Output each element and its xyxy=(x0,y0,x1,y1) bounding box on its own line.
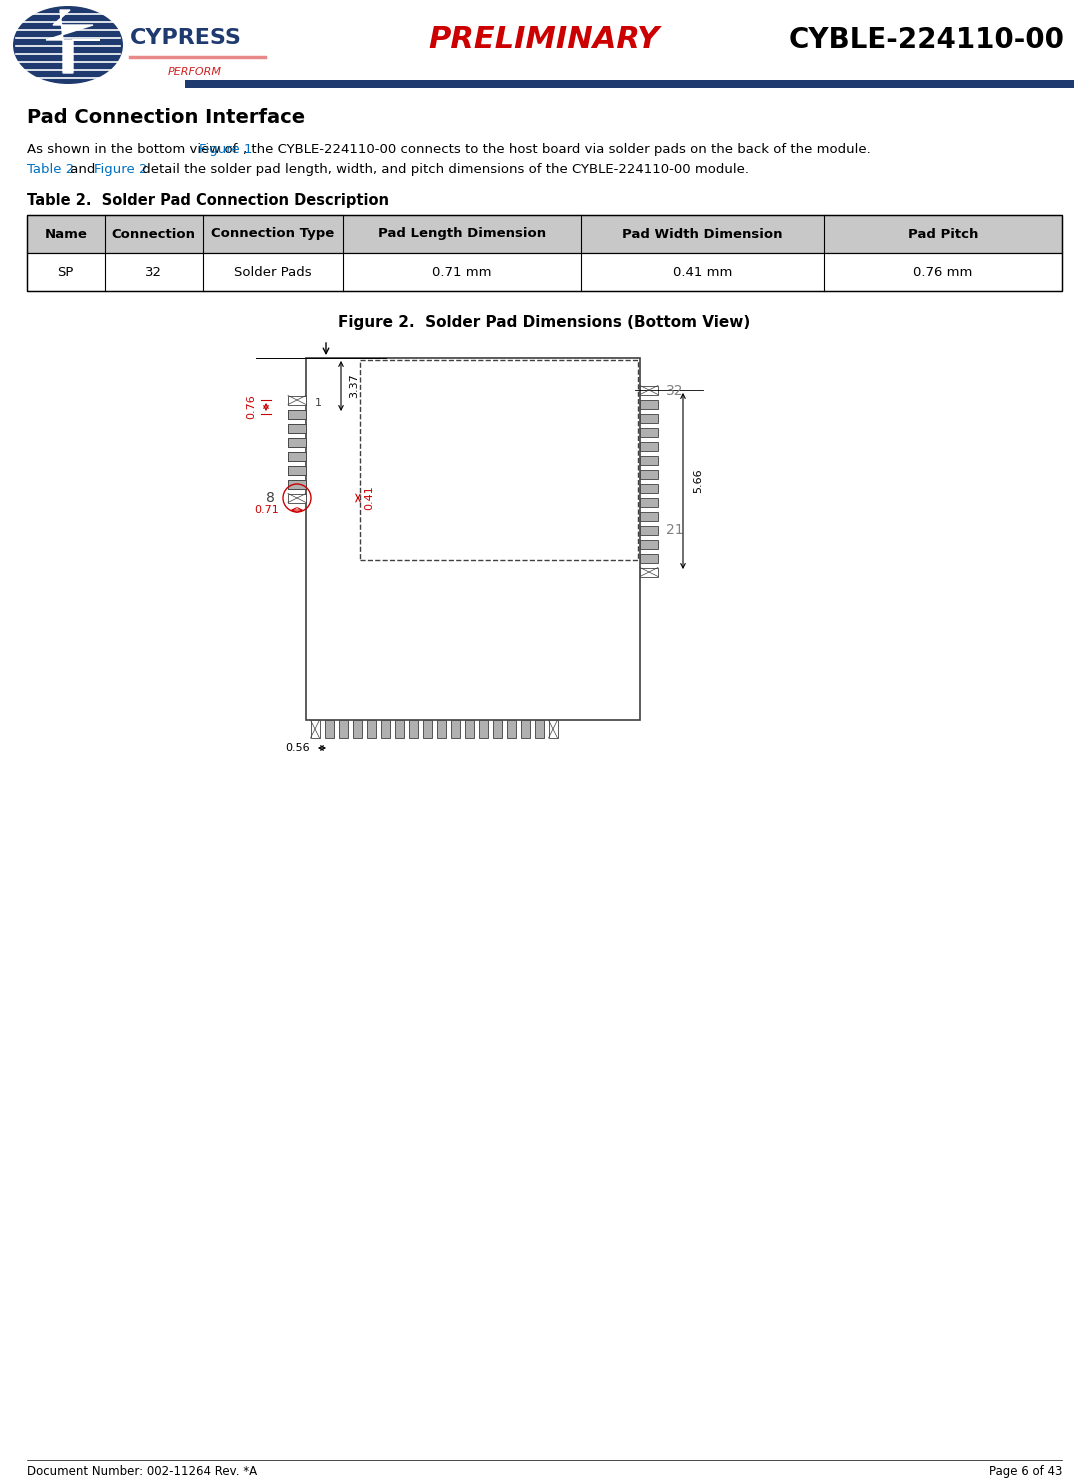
Bar xyxy=(506,720,515,738)
Bar xyxy=(287,437,306,446)
Text: Name: Name xyxy=(45,228,87,240)
Text: and: and xyxy=(65,163,99,176)
Text: CYBLE-224110-00: CYBLE-224110-00 xyxy=(790,27,1065,53)
Text: 0.76: 0.76 xyxy=(246,394,256,419)
Bar xyxy=(27,215,1062,253)
Bar xyxy=(549,720,558,738)
Bar xyxy=(640,428,658,437)
Text: As shown in the bottom view of: As shown in the bottom view of xyxy=(27,144,242,156)
Ellipse shape xyxy=(13,6,123,84)
Text: 0.76 mm: 0.76 mm xyxy=(914,265,972,278)
Bar xyxy=(287,465,306,474)
Bar xyxy=(353,720,362,738)
Bar xyxy=(360,360,638,560)
Bar xyxy=(27,253,1062,290)
Polygon shape xyxy=(46,10,100,73)
Bar xyxy=(465,720,474,738)
Bar xyxy=(185,80,1074,87)
Bar xyxy=(287,480,306,489)
Bar xyxy=(640,554,658,563)
Text: , the CYBLE-224110-00 connects to the host board via solder pads on the back of : , the CYBLE-224110-00 connects to the ho… xyxy=(244,144,871,156)
Bar xyxy=(640,400,658,409)
Bar xyxy=(287,452,306,461)
Text: 0.56: 0.56 xyxy=(285,743,310,752)
Text: Connection: Connection xyxy=(112,228,196,240)
Bar xyxy=(287,437,306,446)
Text: CYPRESS: CYPRESS xyxy=(130,28,242,47)
Text: 32: 32 xyxy=(666,384,684,398)
Text: Table 2.  Solder Pad Connection Description: Table 2. Solder Pad Connection Descripti… xyxy=(27,193,389,207)
Bar xyxy=(640,483,658,493)
Bar xyxy=(287,465,306,474)
Text: Table 2: Table 2 xyxy=(27,163,74,176)
Bar xyxy=(492,720,502,738)
Text: Page 6 of 43: Page 6 of 43 xyxy=(989,1465,1062,1478)
Bar xyxy=(287,395,306,404)
Text: 3.37: 3.37 xyxy=(348,373,359,398)
Text: 0.41 mm: 0.41 mm xyxy=(673,265,732,278)
Bar xyxy=(423,720,431,738)
Bar xyxy=(408,720,417,738)
Text: Pad Length Dimension: Pad Length Dimension xyxy=(378,228,546,240)
Text: Connection Type: Connection Type xyxy=(211,228,334,240)
Bar xyxy=(306,358,640,720)
Bar xyxy=(325,720,333,738)
Text: Figure 2: Figure 2 xyxy=(94,163,147,176)
Bar xyxy=(478,720,488,738)
Bar xyxy=(640,498,658,507)
Bar xyxy=(640,511,658,520)
Text: PRELIMINARY: PRELIMINARY xyxy=(428,25,660,55)
Bar xyxy=(394,720,404,738)
Bar xyxy=(27,215,1062,290)
Bar xyxy=(310,720,319,738)
Text: 5.66: 5.66 xyxy=(693,468,703,493)
Bar xyxy=(521,720,529,738)
Bar xyxy=(640,526,658,535)
Bar xyxy=(287,410,306,419)
Text: 32: 32 xyxy=(145,265,162,278)
Text: 0.41: 0.41 xyxy=(364,486,374,511)
Bar xyxy=(287,493,306,502)
Bar xyxy=(640,413,658,422)
Bar xyxy=(287,480,306,489)
Text: Pad Width Dimension: Pad Width Dimension xyxy=(622,228,783,240)
Bar xyxy=(287,424,306,432)
Bar xyxy=(535,720,543,738)
Bar xyxy=(640,469,658,478)
Text: 1: 1 xyxy=(315,398,321,407)
Bar xyxy=(451,720,460,738)
Text: 0.71: 0.71 xyxy=(254,505,279,515)
Bar xyxy=(287,424,306,432)
Bar xyxy=(437,720,445,738)
Bar xyxy=(640,441,658,450)
Bar xyxy=(640,456,658,465)
Text: Solder Pads: Solder Pads xyxy=(234,265,311,278)
Bar xyxy=(380,720,390,738)
Text: 21: 21 xyxy=(666,523,684,538)
Bar xyxy=(339,720,347,738)
Text: Pad Connection Interface: Pad Connection Interface xyxy=(27,108,305,127)
Text: PERFORM: PERFORM xyxy=(168,67,222,77)
Text: Pad Pitch: Pad Pitch xyxy=(908,228,978,240)
Bar xyxy=(640,539,658,548)
Text: Figure 1: Figure 1 xyxy=(199,144,253,156)
Bar xyxy=(640,385,658,394)
Bar xyxy=(287,452,306,461)
Text: SP: SP xyxy=(58,265,74,278)
Bar xyxy=(640,567,658,576)
Text: Document Number: 002-11264 Rev. *A: Document Number: 002-11264 Rev. *A xyxy=(27,1465,257,1478)
Text: Figure 2.  Solder Pad Dimensions (Bottom View): Figure 2. Solder Pad Dimensions (Bottom … xyxy=(338,315,750,330)
Bar xyxy=(367,720,376,738)
Text: detail the solder pad length, width, and pitch dimensions of the CYBLE-224110-00: detail the solder pad length, width, and… xyxy=(138,163,749,176)
Text: 0.71 mm: 0.71 mm xyxy=(432,265,491,278)
Text: 8: 8 xyxy=(266,492,276,505)
Bar xyxy=(287,410,306,419)
